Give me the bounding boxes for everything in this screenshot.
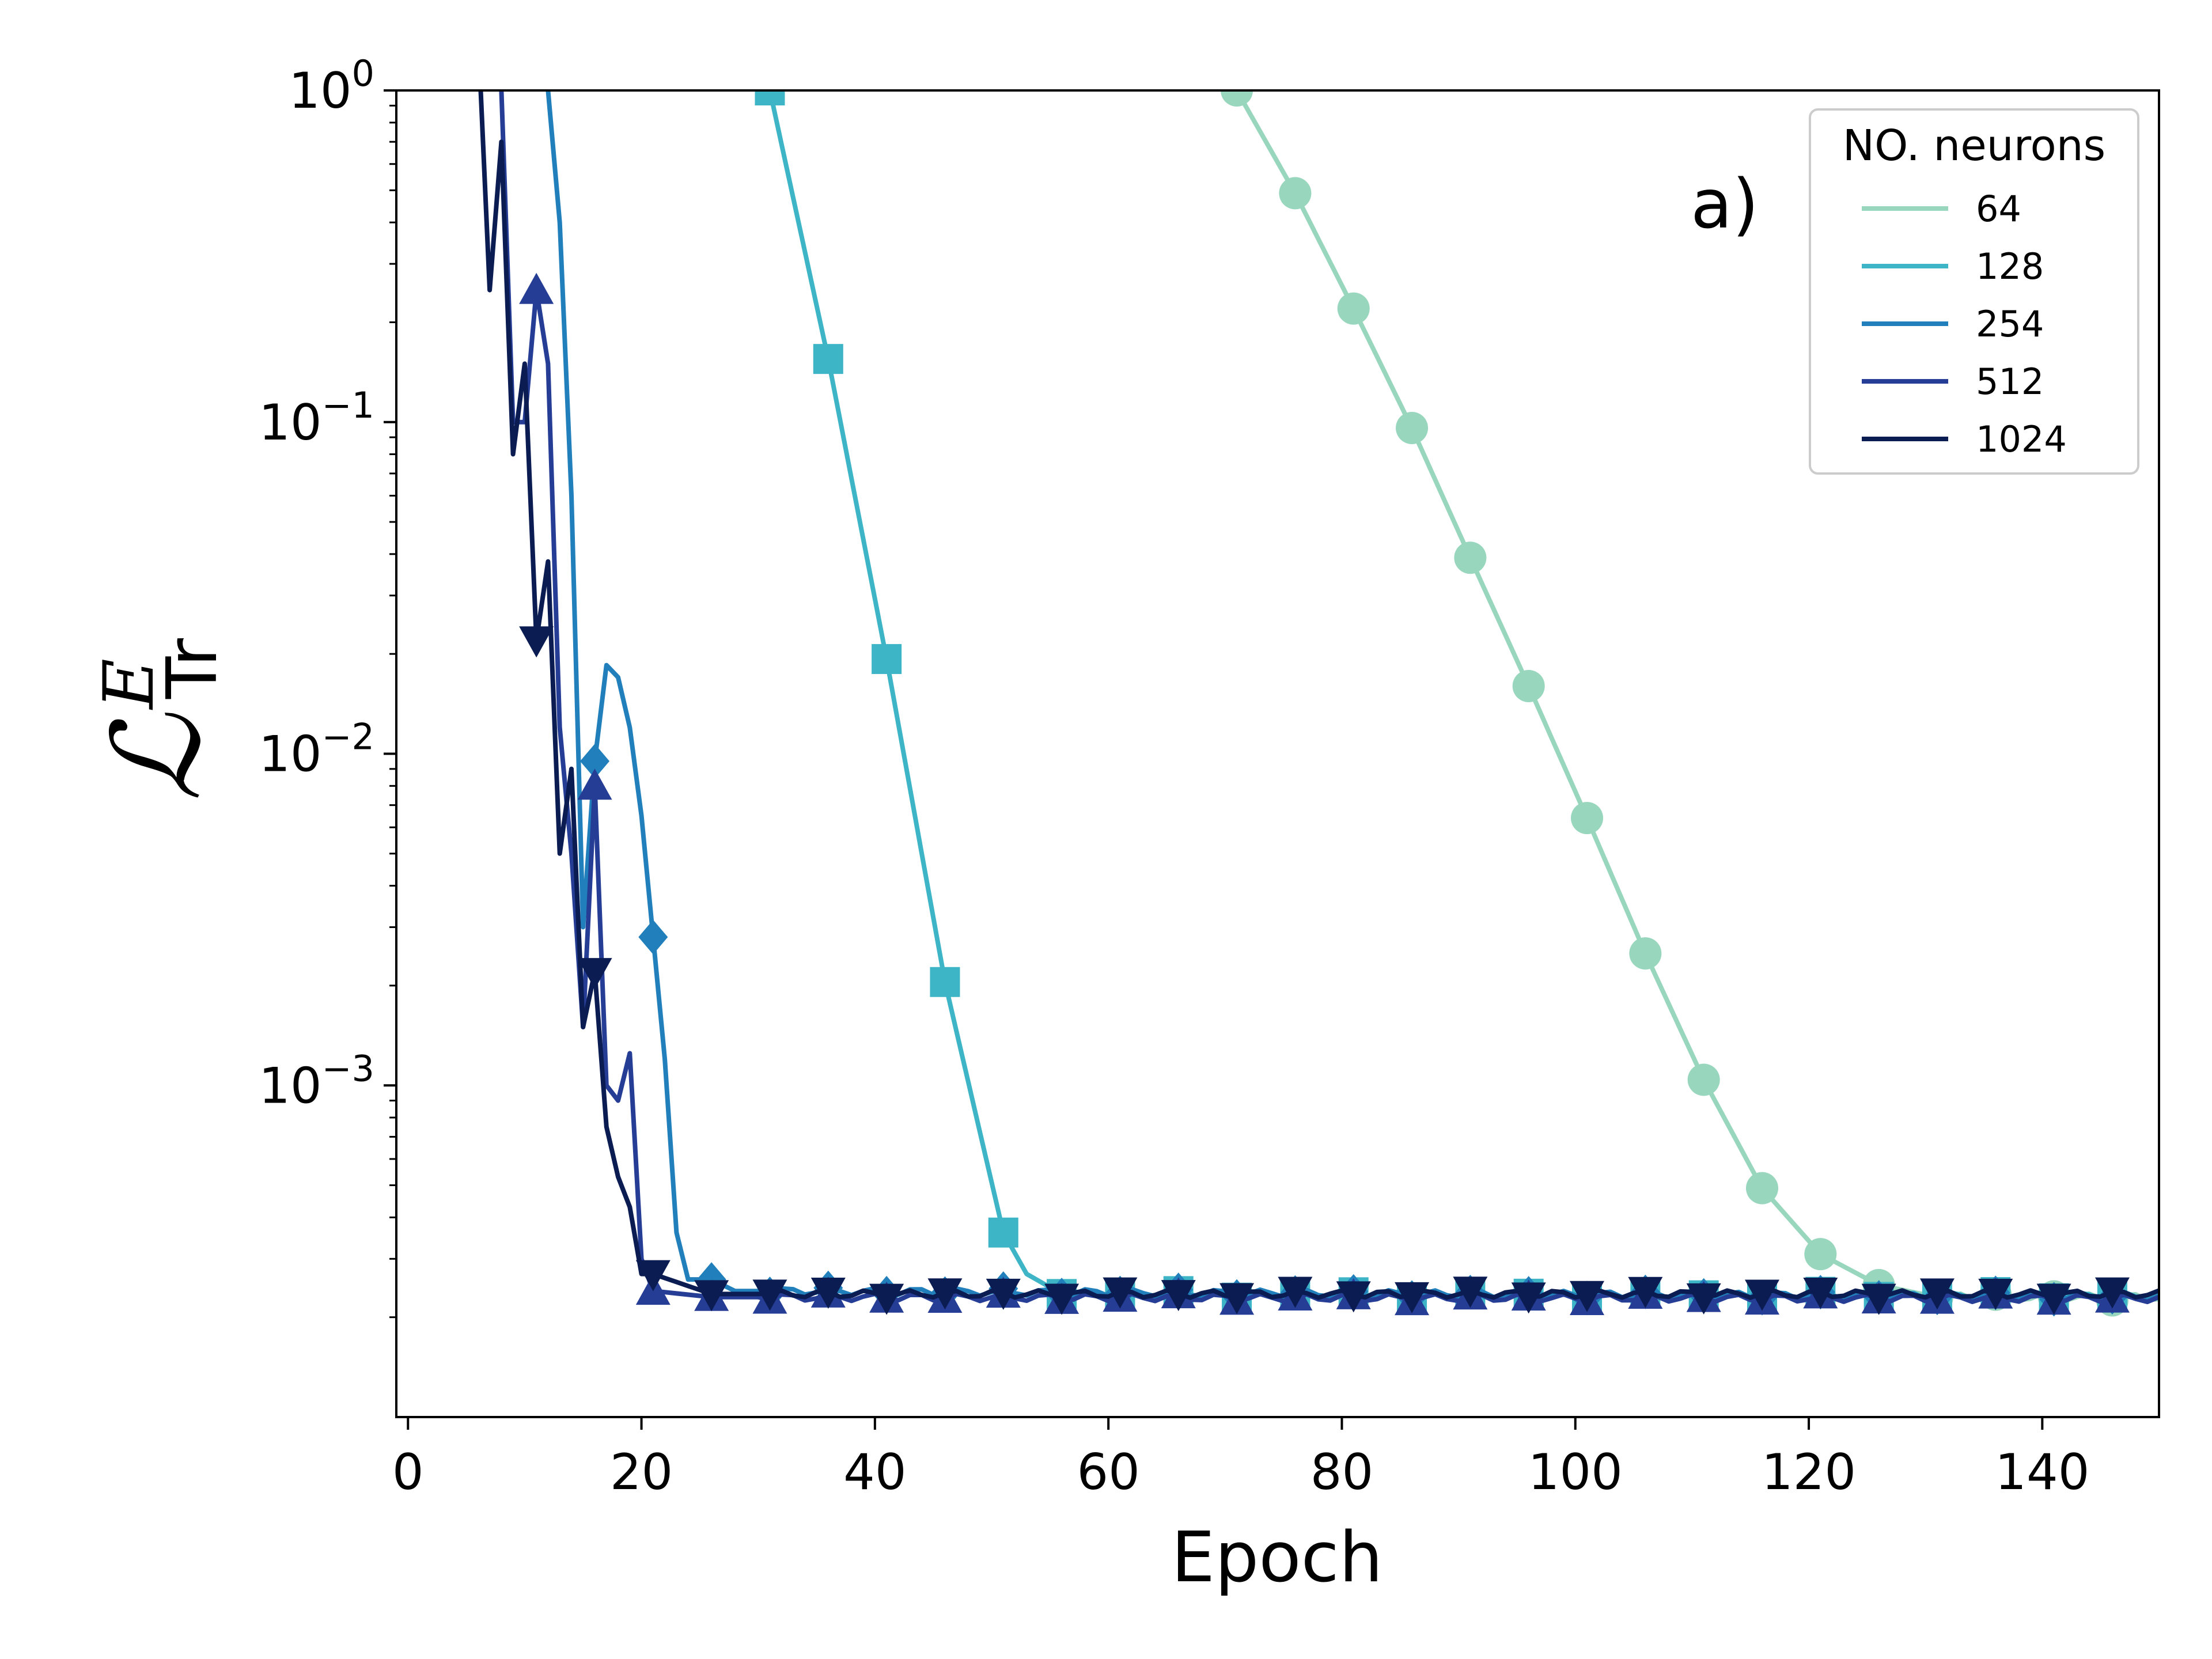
y-tick-label: 10−3 (259, 1047, 374, 1115)
data-point-1024 (1161, 1280, 1196, 1312)
data-point-1024 (1803, 1277, 1838, 1309)
legend-label-1024: 1024 (1976, 418, 2067, 460)
y-axis: 100 10−1 10−2 10−3 (259, 52, 396, 1319)
data-point-1024 (2094, 1277, 2130, 1309)
data-point-1024 (1219, 1283, 1255, 1315)
data-point-512 (577, 768, 612, 800)
data-point-1024 (1628, 1277, 1663, 1308)
data-point-512 (519, 272, 554, 304)
data-point-1024 (752, 1279, 787, 1311)
x-tick-label: 20 (610, 1444, 673, 1501)
data-point-64 (1279, 177, 1312, 210)
y-axis-label: ℒETr (86, 638, 233, 802)
data-point-1024 (1336, 1281, 1371, 1313)
data-point-1024 (1570, 1281, 1605, 1312)
x-axis: 0 20 40 60 80 100 120 140 (392, 1417, 2089, 1501)
y-axis-label-subscript: Tr (153, 638, 233, 699)
x-tick-label: 60 (1077, 1444, 1139, 1501)
data-point-254 (580, 744, 610, 779)
legend-entries: 64 128 254 512 1024 (1862, 188, 2067, 460)
data-point-1024 (1919, 1278, 1955, 1310)
legend-label-128: 128 (1976, 245, 2044, 287)
data-point-1024 (2036, 1283, 2071, 1315)
y-tick-label: 100 (289, 52, 374, 120)
x-tick-label: 100 (1528, 1444, 1623, 1501)
y-tick-label: 10−2 (259, 716, 374, 783)
legend: NO. neurons 64 128 254 512 1024 (1809, 108, 2139, 475)
data-point-1024 (927, 1278, 963, 1310)
legend-label-64: 64 (1976, 188, 2021, 230)
data-point-1024 (635, 1260, 671, 1291)
data-point-64 (1571, 802, 1604, 835)
data-point-1024 (810, 1278, 846, 1309)
x-tick-label: 120 (1762, 1444, 1856, 1501)
data-point-128 (988, 1217, 1018, 1248)
y-axis-label-superscript: E (89, 658, 169, 710)
data-point-1024 (519, 626, 554, 658)
data-point-64 (1221, 90, 1253, 107)
data-point-64 (1804, 1238, 1837, 1271)
data-point-1024 (1511, 1282, 1546, 1314)
data-point-64 (1337, 292, 1370, 325)
data-point-64 (1745, 1172, 1778, 1205)
data-point-1024 (1278, 1277, 1313, 1308)
data-point-1024 (1103, 1277, 1138, 1309)
data-point-1024 (1978, 1278, 2013, 1310)
data-point-128 (813, 344, 843, 374)
data-point-64 (1629, 937, 1662, 970)
y-axis-label-symbol: ℒ (86, 713, 228, 802)
x-tick-label: 40 (843, 1444, 906, 1501)
data-point-64 (1512, 669, 1545, 702)
data-point-1024 (1686, 1283, 1721, 1315)
x-tick-label: 80 (1310, 1444, 1373, 1501)
data-point-1024 (1744, 1279, 1779, 1311)
data-point-1024 (577, 958, 612, 990)
data-point-1024 (1395, 1282, 1430, 1313)
data-point-64 (1687, 1063, 1720, 1096)
svg-text:ℒETr: ℒETr (86, 638, 233, 802)
panel-label: a) (1691, 164, 1759, 244)
series-1024 (478, 90, 2159, 1315)
data-point-64 (1396, 411, 1429, 444)
data-point-1024 (986, 1278, 1021, 1310)
x-tick-label: 140 (1995, 1444, 2089, 1501)
x-tick-label: 0 (392, 1444, 424, 1501)
data-point-1024 (1861, 1283, 1896, 1315)
data-point-1024 (869, 1283, 904, 1315)
series-layer (478, 90, 2159, 1317)
data-point-254 (638, 919, 668, 955)
legend-label-512: 512 (1976, 361, 2044, 403)
data-point-128 (755, 90, 785, 105)
data-point-1024 (1044, 1283, 1080, 1315)
data-point-128 (872, 644, 902, 675)
data-point-64 (1454, 541, 1487, 574)
y-tick-label: 10−1 (259, 384, 374, 452)
legend-title: NO. neurons (1843, 121, 2106, 171)
data-point-128 (930, 967, 960, 997)
data-point-1024 (1453, 1277, 1488, 1308)
data-point-1024 (694, 1280, 729, 1312)
legend-label-254: 254 (1976, 303, 2044, 345)
x-axis-label: Epoch (1171, 1518, 1382, 1598)
